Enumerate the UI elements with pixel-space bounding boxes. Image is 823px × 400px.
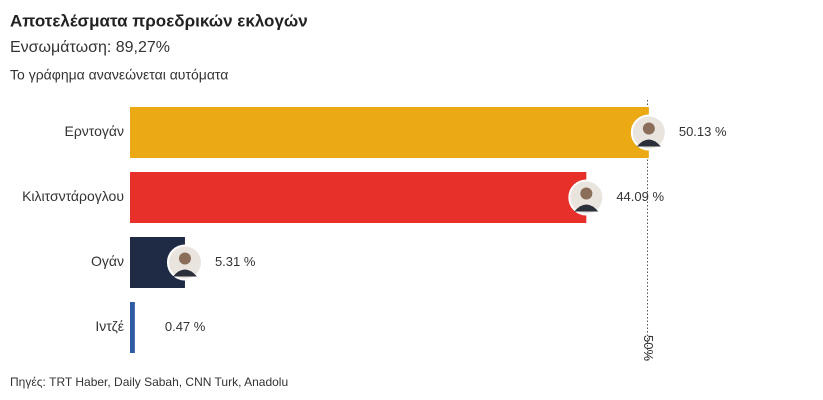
category-label: Ογάν — [91, 253, 124, 269]
chart-subtitle: Ενσωμάτωση: 89,27% — [10, 39, 170, 56]
source-note: Πηγές: TRT Haber, Daily Sabah, CNN Turk,… — [10, 375, 288, 389]
category-label: Κιλιτσντάρογλου — [22, 188, 124, 204]
avatar-body — [636, 139, 661, 147]
avatar-body — [574, 204, 599, 212]
category-label: Ιντζέ — [95, 318, 124, 334]
value-label: 44.09 % — [616, 189, 664, 204]
avatar-head — [178, 252, 191, 265]
value-label: 5.31 % — [215, 254, 256, 269]
reference-label: 50% — [641, 335, 656, 361]
avatar-head — [580, 187, 593, 200]
value-label: 0.47 % — [165, 319, 206, 334]
value-label: 50.13 % — [679, 124, 727, 139]
avatar-body — [172, 269, 197, 277]
bar — [130, 302, 135, 353]
category-label: Ερντογάν — [64, 123, 124, 139]
avatar-head — [642, 122, 655, 135]
chart-title: Αποτελέσματα προεδρικών εκλογών — [10, 11, 308, 30]
chart-description: Το γράφημα ανανεώνεται αυτόματα — [10, 67, 228, 83]
bar — [130, 172, 587, 223]
bar — [130, 107, 649, 158]
